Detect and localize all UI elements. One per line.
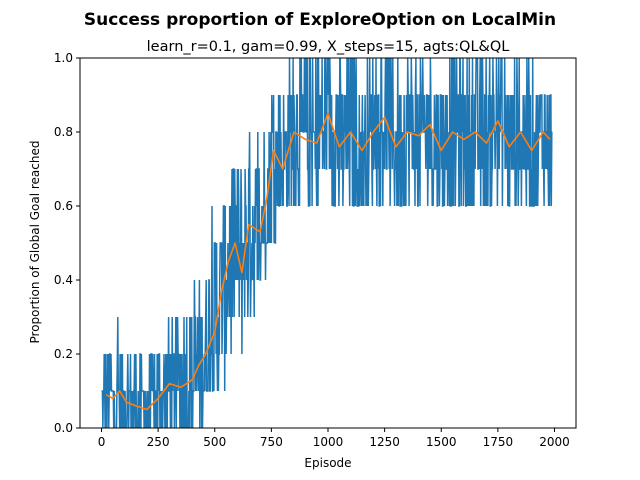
y-axis-ticks: 0.0 0.2 0.4 0.6 0.8 1.0 [54,51,80,435]
y-tick-label: 0.4 [54,273,73,287]
x-tick-label: 1000 [313,435,344,449]
x-tick-label: 2000 [539,435,570,449]
x-tick-label: 500 [203,435,226,449]
y-tick-label: 0.6 [54,199,73,213]
moving-average-line [105,112,551,411]
x-axis-label: Episode [304,456,351,470]
x-tick-label: 1500 [426,435,457,449]
y-tick-label: 0.0 [54,421,73,435]
chart-title: Success proportion of ExploreOption on L… [84,10,556,30]
y-axis-label: Proportion of Global Goal reached [28,141,42,344]
y-tick-label: 0.2 [54,347,73,361]
raw-success-series [101,58,553,428]
x-axis-ticks: 0 250 500 750 1000 1250 1500 1750 2000 [98,428,570,449]
y-tick-label: 0.8 [54,125,73,139]
x-tick-label: 0 [98,435,106,449]
y-tick-label: 1.0 [54,51,73,65]
x-tick-label: 1750 [483,435,514,449]
x-tick-label: 250 [147,435,170,449]
x-tick-label: 1250 [369,435,400,449]
raw-success-line [101,58,553,428]
chart-subtitle: learn_r=0.1, gam=0.99, X_steps=15, agts:… [147,39,510,55]
moving-average-series [105,112,551,411]
x-tick-label: 750 [260,435,283,449]
